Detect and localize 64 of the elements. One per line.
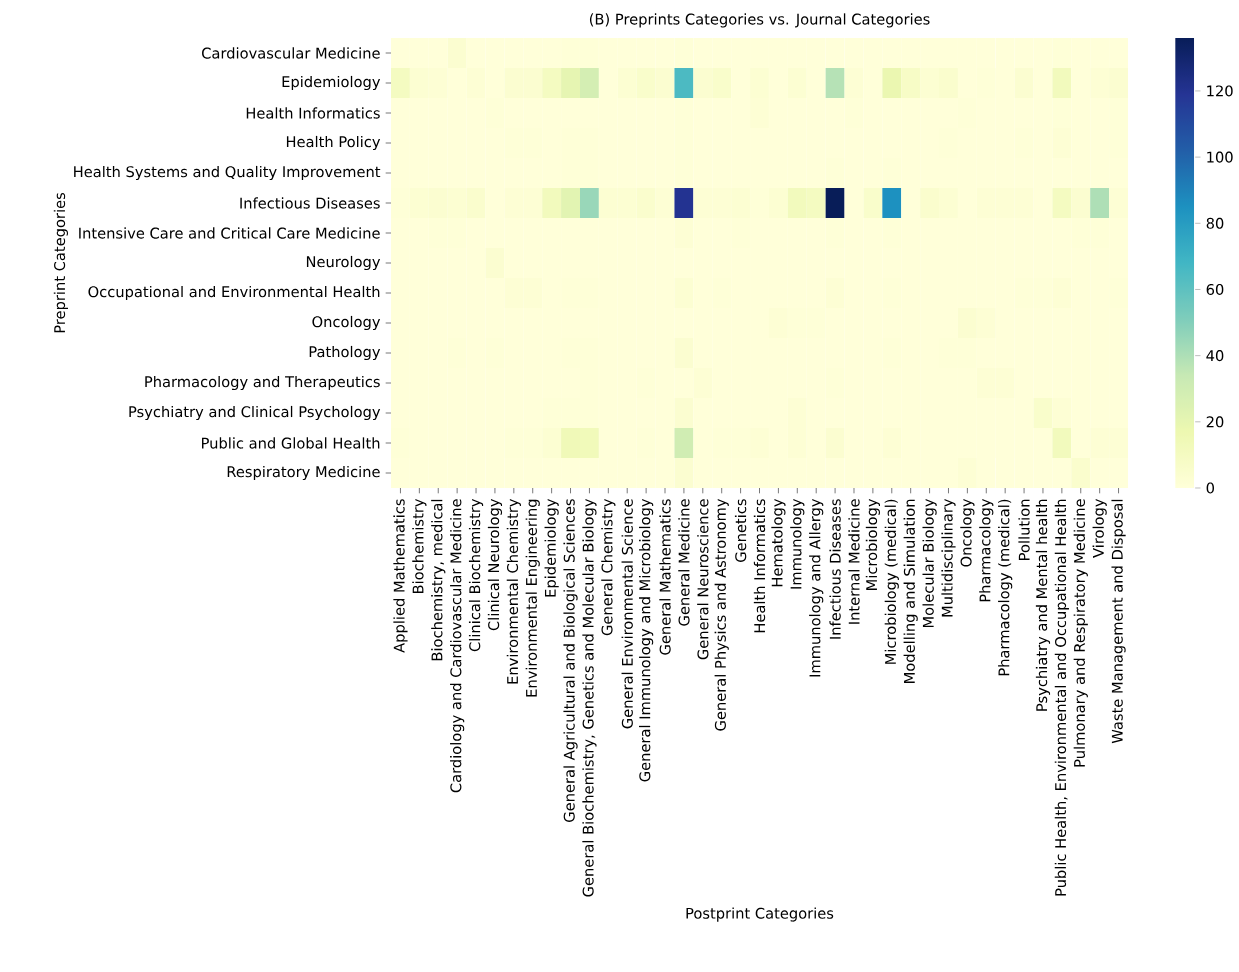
color-bar-label: 0	[1206, 482, 1214, 494]
x-tick-label: Waste Management and Disposal	[1111, 499, 1126, 744]
x-tick-label: Biochemistry, medical	[431, 499, 446, 661]
x-tick-label: Virology	[1092, 498, 1107, 558]
x-tick-label: Immunology and Allergy	[809, 498, 824, 677]
x-tick-label: General Immunology and Microbiology	[639, 498, 654, 782]
y-tick-label: Cardiovascular Medicine	[202, 47, 380, 59]
y-axis-title: Preprint Categories	[53, 192, 68, 333]
x-tick-label: Clinical Biochemistry	[468, 498, 484, 652]
x-tick-label: Environmental Engineering	[525, 499, 540, 697]
x-tick-label: Biochemistry	[412, 498, 427, 594]
y-tick-label: Health Systems and Quality Improvement	[74, 165, 381, 181]
color-bar-label: 80	[1206, 217, 1224, 229]
x-tick-label: Microbiology (medical)	[884, 499, 899, 664]
x-tick-label: Pharmacology (medical)	[998, 499, 1013, 676]
y-tick-label: Respiratory Medicine	[227, 465, 380, 481]
x-tick-label: Multidisciplinary	[941, 498, 956, 617]
x-tick-label: Cardiology and Cardiovascular Medicine	[450, 499, 465, 793]
x-tick-label: Oncology	[960, 498, 975, 567]
x-tick-label: General Medicine	[678, 499, 690, 626]
color-bar-label: 20	[1206, 416, 1224, 428]
x-tick-label: General Neuroscience	[697, 499, 709, 660]
x-tick-label: General Agricultural and Biological Sciences	[563, 499, 578, 822]
x-tick-label: Public Health, Environmental and Occupational Health	[1054, 499, 1069, 896]
x-tick-label: General Chemistry	[601, 498, 616, 636]
x-tick-label: General Physics and Astronomy	[714, 498, 729, 731]
y-tick-label: Pathology	[309, 345, 381, 361]
x-tick-label: Applied Mathematics	[393, 499, 408, 653]
x-axis-title: Postprint Categories	[686, 907, 834, 922]
y-tick-label: Occupational and Environmental Health	[88, 285, 380, 301]
x-tick-label: Psychiatry and Mental health	[1035, 499, 1051, 711]
x-tick-label: Genetics	[734, 499, 747, 562]
y-tick-label: Epidemiology	[282, 75, 381, 91]
color-bar-label: 60	[1206, 283, 1224, 296]
y-tick-label: Public and Global Health	[202, 437, 380, 449]
y-tick-label: Infectious Diseases	[240, 197, 380, 209]
chart-title: (B) Preprints Categories vs. Journal Categories	[589, 13, 930, 28]
x-tick-label: Pulmonary and Respiratory Medicine	[1073, 499, 1088, 767]
x-tick-label: Modelling and Simulation	[903, 499, 918, 683]
color-bar-label: 40	[1206, 350, 1224, 362]
x-tick-label: Pollution	[1018, 499, 1030, 560]
x-tick-label: Immunology	[790, 498, 805, 589]
x-tick-label: Internal Medicine	[848, 499, 860, 624]
y-tick-label: Neurology	[306, 255, 381, 271]
color-bar-label: 120	[1207, 85, 1233, 97]
x-tick-label: Microbiology	[865, 498, 880, 590]
x-tick-label: General Biochemistry, Genetics and Molecular Biology	[582, 498, 597, 897]
x-tick-label: Pharmacology	[979, 498, 994, 602]
x-tick-label: Hematology	[771, 498, 786, 587]
x-tick-label: Molecular Biology	[922, 498, 937, 628]
y-tick-label: Health Policy	[286, 135, 381, 151]
x-tick-label: Health Informatics	[753, 499, 766, 633]
y-tick-label: Intensive Care and Critical Care Medicine	[79, 227, 380, 239]
y-tick-label: Psychiatry and Clinical Psychology	[129, 405, 381, 421]
x-tick-label: Environmental Chemistry	[506, 498, 521, 684]
x-tick-label: General Mathematics	[659, 499, 671, 655]
y-tick-label: Health Informatics	[246, 107, 380, 119]
y-tick-label: Oncology	[312, 315, 381, 331]
x-tick-label: General Environmental Science	[621, 499, 633, 729]
x-tick-label: Clinical Neurology	[487, 498, 503, 631]
x-tick-label: Epidemiology	[544, 498, 559, 597]
y-tick-label: Pharmacology and Therapeutics	[145, 375, 380, 391]
x-tick-label: Infectious Diseases	[829, 499, 841, 639]
color-bar-label: 100	[1207, 151, 1233, 163]
